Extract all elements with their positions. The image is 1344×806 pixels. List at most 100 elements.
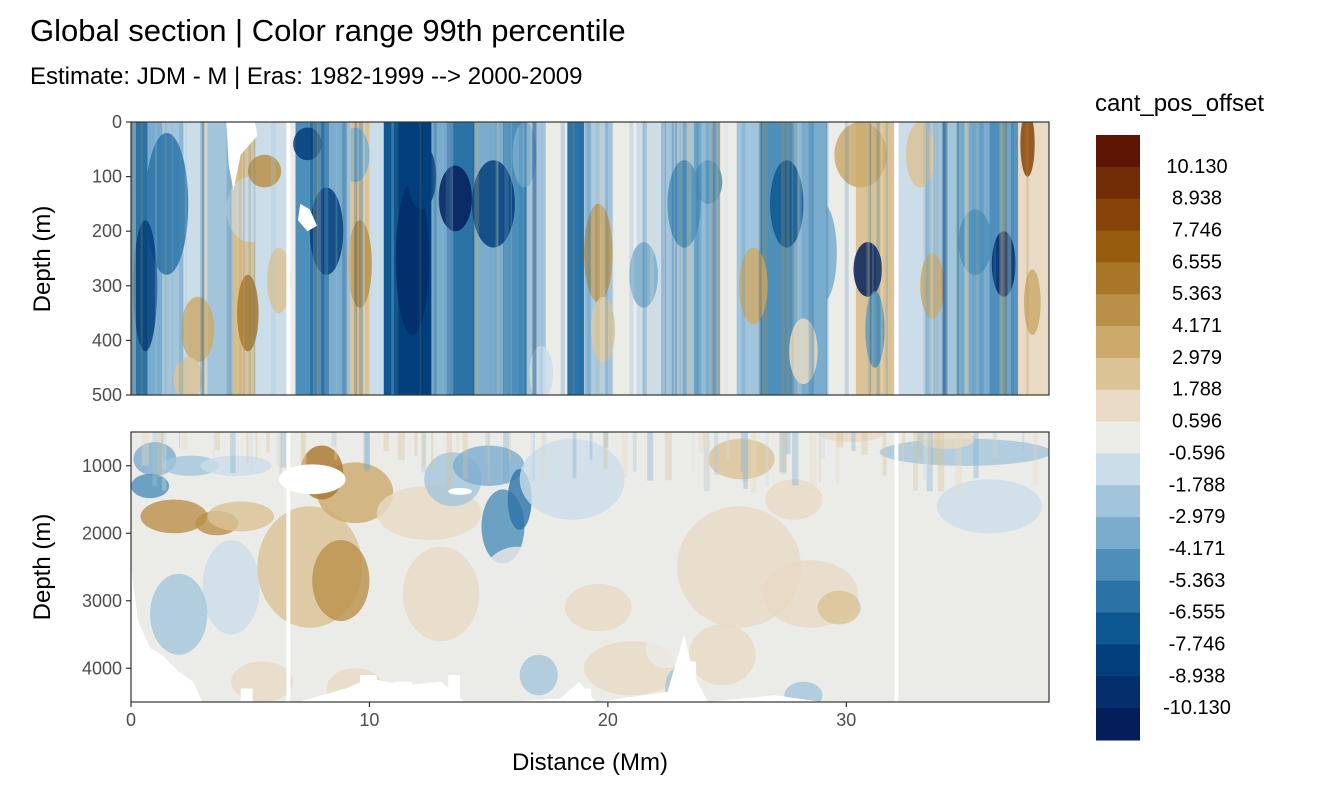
field-streak xyxy=(529,122,533,395)
field-blob xyxy=(936,479,1042,534)
field-streak xyxy=(884,432,886,476)
y-tick-label: 400 xyxy=(92,330,122,350)
y-tick-label: 500 xyxy=(92,385,122,405)
legend-swatch xyxy=(1096,485,1140,518)
legend-label: 1.788 xyxy=(1172,379,1222,401)
legend-label: 8.938 xyxy=(1172,188,1222,210)
field-streak xyxy=(882,432,887,476)
field-streak xyxy=(964,122,970,395)
seafloor-step xyxy=(178,688,196,702)
field-blob xyxy=(481,546,554,615)
legend-swatch xyxy=(1096,166,1140,200)
data-gap-line xyxy=(894,432,899,702)
field-streak xyxy=(164,122,167,395)
field-streak xyxy=(585,122,589,395)
field-streak xyxy=(321,122,324,395)
field-streak xyxy=(819,432,825,459)
field-streak xyxy=(446,432,453,493)
field-blob xyxy=(739,247,768,325)
field-streak xyxy=(786,122,790,395)
legend-swatch xyxy=(1096,517,1140,550)
field-streak xyxy=(679,122,681,395)
field-streak xyxy=(152,432,158,486)
lower-panel: 1000 2000 3000 4000 Depth (m) xyxy=(29,431,1050,703)
field-streak xyxy=(704,432,711,489)
y-tick-label: 2000 xyxy=(82,523,122,543)
field-streak xyxy=(811,122,815,395)
field-streak xyxy=(445,122,451,395)
field-blob xyxy=(1023,269,1041,335)
field-streak xyxy=(1033,432,1038,485)
field-streak xyxy=(979,122,984,395)
field-streak xyxy=(751,432,757,493)
field-streak xyxy=(532,122,537,395)
field-streak xyxy=(1001,122,1007,395)
field-blob xyxy=(529,345,554,395)
field-streak xyxy=(349,122,355,395)
field-streak xyxy=(992,432,997,457)
legend-label: -7.746 xyxy=(1169,633,1226,655)
field-blob xyxy=(395,182,430,335)
field-streak xyxy=(929,122,935,395)
legend-label: -1.788 xyxy=(1169,474,1226,496)
field-streak xyxy=(541,122,543,395)
legend-label: 4.171 xyxy=(1172,315,1222,337)
seafloor-step xyxy=(359,675,377,702)
field-streak xyxy=(1007,122,1012,395)
legend-label: -4.171 xyxy=(1169,538,1226,560)
field-blob xyxy=(958,209,992,275)
field-streak xyxy=(708,122,714,395)
legend-label: -6.555 xyxy=(1169,602,1226,624)
field-streak xyxy=(936,122,939,395)
field-streak xyxy=(202,122,206,395)
field-streak xyxy=(383,432,389,452)
field-streak xyxy=(962,122,964,395)
field-streak xyxy=(431,432,434,470)
field-blob xyxy=(237,274,259,352)
field-streak xyxy=(1022,432,1025,452)
field-streak xyxy=(945,122,949,395)
field-streak xyxy=(572,122,575,395)
field-streak xyxy=(312,122,315,395)
field-blob xyxy=(591,296,616,363)
field-streak xyxy=(964,122,969,395)
field-streak xyxy=(504,122,509,395)
field-blob xyxy=(173,356,203,395)
field-streak xyxy=(694,122,700,395)
field-streak xyxy=(808,122,814,395)
field-streak xyxy=(201,122,204,395)
field-streak xyxy=(698,432,705,454)
field-streak xyxy=(496,122,499,395)
data-gap-line xyxy=(894,122,899,395)
legend-swatch xyxy=(1096,453,1140,486)
field-streak xyxy=(141,432,149,466)
field-streak xyxy=(419,122,421,395)
x-axis-title: Distance (Mm) xyxy=(512,749,668,776)
field-streak xyxy=(530,432,533,489)
field-streak xyxy=(603,122,606,395)
field-streak xyxy=(436,122,438,395)
field-streak xyxy=(161,432,164,458)
legend-swatch xyxy=(1096,676,1140,709)
field-streak xyxy=(314,122,318,395)
field-streak xyxy=(495,122,497,395)
field-streak xyxy=(937,432,945,492)
field-streak xyxy=(179,122,184,395)
field-streak xyxy=(742,432,749,482)
seafloor-step xyxy=(579,688,592,702)
field-streak xyxy=(474,122,480,395)
field-streak xyxy=(542,432,547,454)
field-streak xyxy=(560,122,565,395)
field-streak xyxy=(780,122,785,395)
field-streak xyxy=(971,122,977,395)
field-streak xyxy=(324,122,329,395)
field-streak xyxy=(604,122,609,395)
field-blob xyxy=(770,160,804,248)
field-blob xyxy=(917,432,976,449)
field-streak xyxy=(957,122,960,395)
field-streak xyxy=(131,122,136,395)
field-streak xyxy=(255,432,258,459)
x-tick-label: 20 xyxy=(598,710,618,730)
legend-swatch xyxy=(1096,644,1140,677)
field-streak xyxy=(132,122,137,395)
